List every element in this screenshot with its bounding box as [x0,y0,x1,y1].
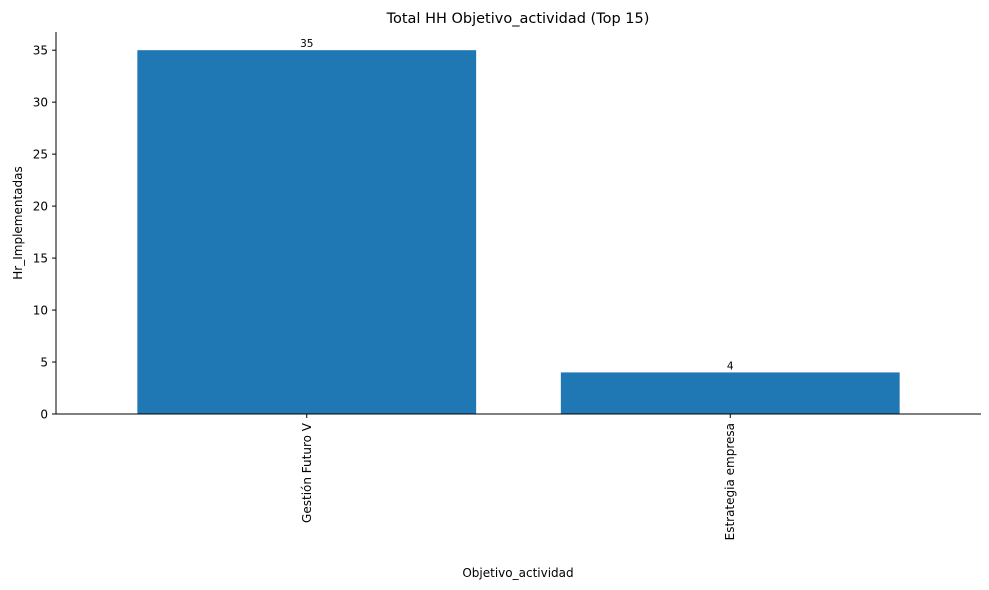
x-tick-label: Estrategia empresa [723,423,737,540]
y-tick-label: 5 [40,355,48,369]
y-tick-label: 10 [33,303,48,317]
chart-title: Total HH Objetivo_actividad (Top 15) [386,11,650,27]
x-axis-label: Objetivo_actividad [462,566,573,580]
bar [560,372,900,414]
data-label: 4 [727,360,734,372]
plot-area: 35 Gestión Futuro V 4 Estrategia empresa 0 5 1… [33,32,981,540]
y-tick-label: 20 [33,199,48,213]
bar [137,50,477,414]
y-tick-label: 0 [40,407,48,421]
x-tick-label: Gestión Futuro V [300,422,314,523]
y-axis-label: Hr_Implementadas [11,166,25,279]
y-tick-label: 35 [33,43,48,57]
y-tick-label: 15 [33,251,48,265]
y-tick-label: 30 [33,95,48,109]
data-label: 35 [300,38,313,50]
y-tick-label: 25 [33,147,48,161]
